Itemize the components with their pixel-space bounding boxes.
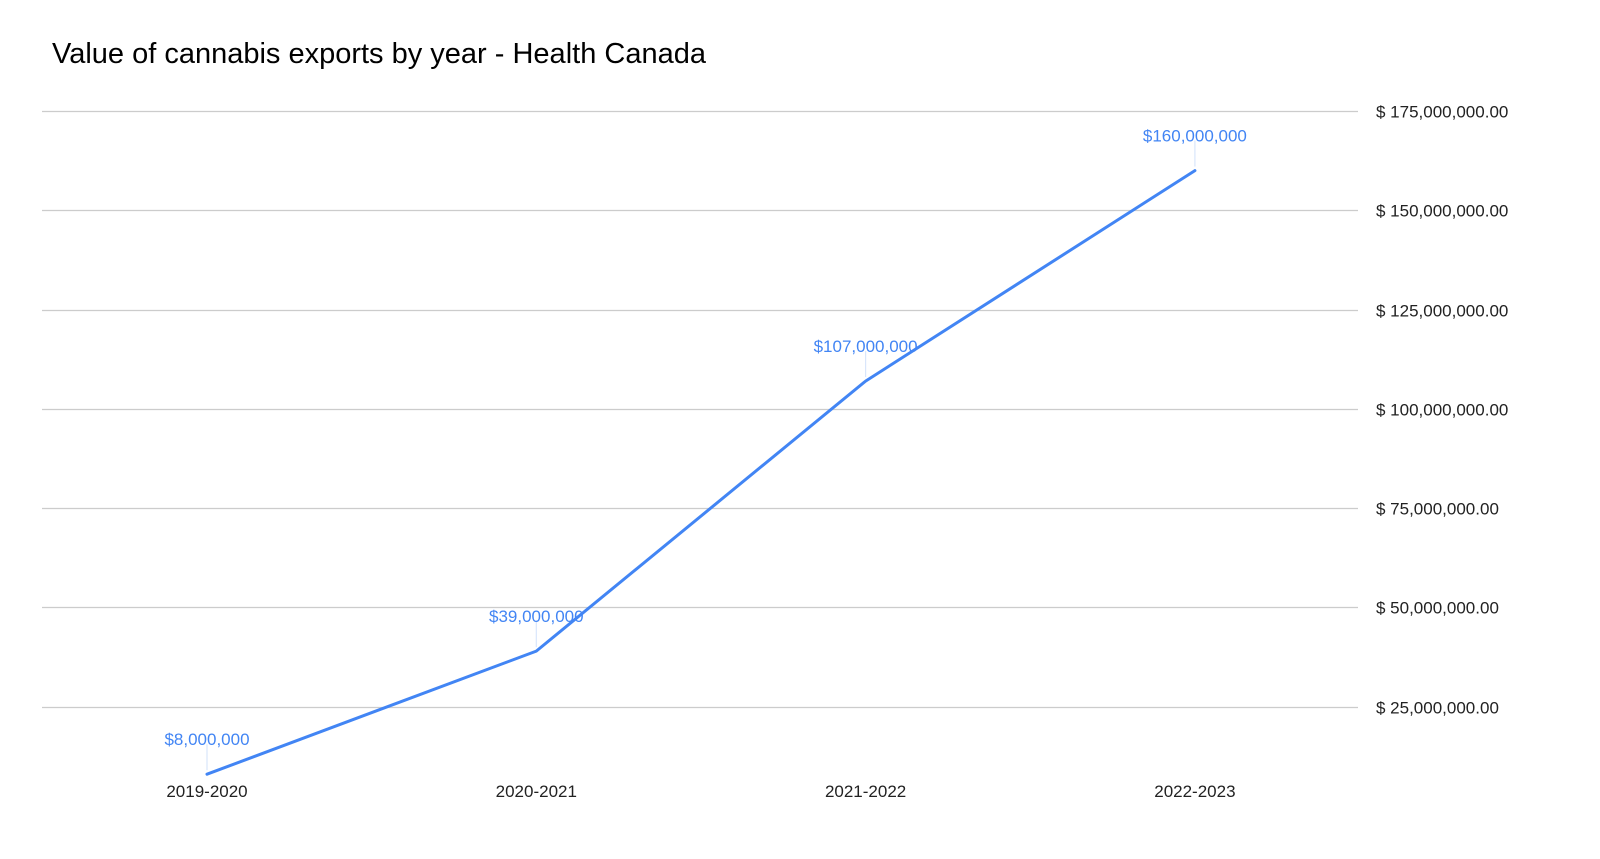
data-label: $160,000,000 bbox=[1143, 127, 1247, 146]
chart-title: Value of cannabis exports by year - Heal… bbox=[52, 38, 706, 70]
x-tick-label: 2020-2021 bbox=[496, 782, 577, 801]
y-tick-label: $ 75,000,000.00 bbox=[1376, 500, 1499, 519]
data-label-leaders bbox=[206, 140, 1196, 771]
gridlines bbox=[42, 110, 1358, 709]
x-tick-label: 2022-2023 bbox=[1154, 782, 1235, 801]
data-label: $107,000,000 bbox=[814, 337, 918, 356]
y-tick-label: $ 50,000,000.00 bbox=[1376, 599, 1499, 618]
y-axis-tick-labels: $ 25,000,000.00 $ 50,000,000.00 $ 75,000,0… bbox=[1376, 103, 1508, 718]
series-line-layer bbox=[205, 169, 1197, 776]
data-label: $39,000,000 bbox=[489, 607, 584, 626]
x-tick-label: 2019-2020 bbox=[166, 782, 247, 801]
series-line bbox=[205, 169, 1197, 776]
x-tick-label: 2021-2022 bbox=[825, 782, 906, 801]
y-tick-label: $ 150,000,000.00 bbox=[1376, 202, 1508, 221]
data-labels: $8,000,000 $39,000,000 $107,000,000 $160,00… bbox=[164, 127, 1246, 750]
y-tick-label: $ 125,000,000.00 bbox=[1376, 302, 1508, 321]
y-tick-label: $ 175,000,000.00 bbox=[1376, 103, 1508, 122]
data-label: $8,000,000 bbox=[164, 730, 249, 749]
x-axis-tick-labels: 2019-2020 2020-2021 2021-2022 2022-2023 bbox=[166, 782, 1235, 801]
y-tick-label: $ 100,000,000.00 bbox=[1376, 401, 1508, 420]
y-tick-label: $ 25,000,000.00 bbox=[1376, 699, 1499, 718]
